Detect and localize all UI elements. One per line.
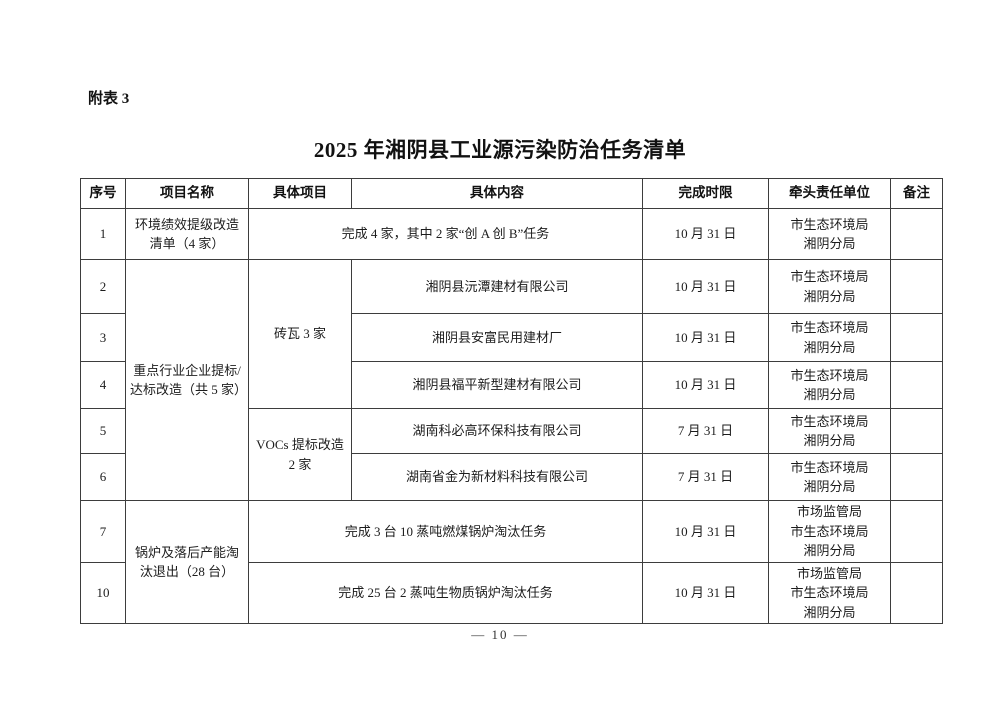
- serial-cell: 1: [80, 208, 126, 260]
- content-cell: 湘阴县安富民用建材厂: [351, 313, 643, 362]
- lead-unit-cell: 市生态环境局 湘阴分局: [768, 453, 891, 501]
- page-title: 2025 年湘阴县工业源污染防治任务清单: [313, 138, 687, 162]
- deadline-cell: 7 月 31 日: [642, 408, 769, 454]
- col-header-remark: 备注: [890, 178, 943, 209]
- deadline-cell: 10 月 31 日: [642, 313, 769, 362]
- col-header-serial: 序号: [80, 178, 126, 209]
- remark-cell: [890, 453, 943, 501]
- project-name-cell: 锅炉及落后产能淘汰退出（28 台）: [125, 500, 249, 624]
- content-cell: 完成 25 台 2 蒸吨生物质锅炉淘汰任务: [248, 561, 643, 624]
- table-row: 3 湘阴县安富民用建材厂 10 月 31 日 市生态环境局 湘阴分局: [80, 313, 943, 362]
- lead-unit-cell: 市场监管局 市生态环境局 湘阴分局: [768, 500, 891, 563]
- table-row: 4 湘阴县福平新型建材有限公司 10 月 31 日 市生态环境局 湘阴分局: [80, 361, 943, 409]
- deadline-cell: 7 月 31 日: [642, 453, 769, 501]
- remark-cell: [890, 500, 943, 563]
- content-cell: 湘阴县福平新型建材有限公司: [351, 361, 643, 409]
- deadline-cell: 10 月 31 日: [642, 500, 769, 563]
- task-table: 序号 项目名称 具体项目 具体内容 完成时限 牵头责任单位 备注 1 环境绩效提…: [80, 178, 943, 624]
- remark-cell: [890, 208, 943, 260]
- attachment-label: 附表 3: [88, 91, 130, 107]
- serial-cell: 4: [80, 361, 126, 409]
- col-header-project-name: 项目名称: [125, 178, 249, 209]
- deadline-cell: 10 月 31 日: [642, 259, 769, 314]
- serial-cell: 7: [80, 500, 126, 563]
- project-name-cell: 环境绩效提级改造清单（4 家）: [125, 208, 249, 260]
- content-cell: 完成 3 台 10 蒸吨燃煤锅炉淘汰任务: [248, 500, 643, 563]
- specific-project-cell: VOCs 提标改造 2 家: [248, 408, 352, 501]
- remark-cell: [890, 313, 943, 362]
- serial-cell: 6: [80, 453, 126, 501]
- serial-cell: 10: [80, 561, 126, 624]
- remark-cell: [890, 259, 943, 314]
- deadline-cell: 10 月 31 日: [642, 208, 769, 260]
- remark-cell: [890, 361, 943, 409]
- content-cell: 湘阴县沅潭建材有限公司: [351, 259, 643, 314]
- content-cell: 完成 4 家，其中 2 家“创 A 创 B”任务: [248, 208, 643, 260]
- col-header-specific-project: 具体项目: [248, 178, 352, 209]
- table-row: 5 VOCs 提标改造 2 家 湖南科必高环保科技有限公司 7 月 31 日 市…: [80, 408, 943, 501]
- col-header-specific-content: 具体内容: [351, 178, 643, 209]
- lead-unit-cell: 市生态环境局 湘阴分局: [768, 259, 891, 314]
- col-header-lead-unit: 牵头责任单位: [768, 178, 891, 209]
- lead-unit-cell: 市场监管局 市生态环境局 湘阴分局: [768, 561, 891, 624]
- content-cell: 湖南省金为新材料科技有限公司: [351, 453, 643, 501]
- table-row: 10 完成 25 台 2 蒸吨生物质锅炉淘汰任务 10 月 31 日 市场监管局…: [80, 561, 943, 624]
- table-row: 6 湖南省金为新材料科技有限公司 7 月 31 日 市生态环境局 湘阴分局: [80, 453, 943, 501]
- specific-project-cell: 砖瓦 3 家: [248, 259, 352, 409]
- deadline-cell: 10 月 31 日: [642, 561, 769, 624]
- page-number: — 10 —: [471, 627, 529, 642]
- lead-unit-cell: 市生态环境局 湘阴分局: [768, 208, 891, 260]
- table-row: 2 重点行业企业提标/达标改造（共 5 家） 砖瓦 3 家 湘阴县沅潭建材有限公…: [80, 259, 943, 501]
- col-header-deadline: 完成时限: [642, 178, 769, 209]
- project-name-cell: 重点行业企业提标/达标改造（共 5 家）: [125, 259, 249, 501]
- lead-unit-cell: 市生态环境局 湘阴分局: [768, 361, 891, 409]
- serial-cell: 3: [80, 313, 126, 362]
- header-row: 序号 项目名称 具体项目 具体内容 完成时限 牵头责任单位 备注: [80, 178, 943, 209]
- lead-unit-cell: 市生态环境局 湘阴分局: [768, 313, 891, 362]
- remark-cell: [890, 408, 943, 454]
- table-row: 7 锅炉及落后产能淘汰退出（28 台） 完成 3 台 10 蒸吨燃煤锅炉淘汰任务…: [80, 500, 943, 624]
- remark-cell: [890, 561, 943, 624]
- serial-cell: 5: [80, 408, 126, 454]
- table-row: 1 环境绩效提级改造清单（4 家） 完成 4 家，其中 2 家“创 A 创 B”…: [80, 208, 943, 260]
- deadline-cell: 10 月 31 日: [642, 361, 769, 409]
- serial-cell: 2: [80, 259, 126, 314]
- content-cell: 湖南科必高环保科技有限公司: [351, 408, 643, 454]
- lead-unit-cell: 市生态环境局 湘阴分局: [768, 408, 891, 454]
